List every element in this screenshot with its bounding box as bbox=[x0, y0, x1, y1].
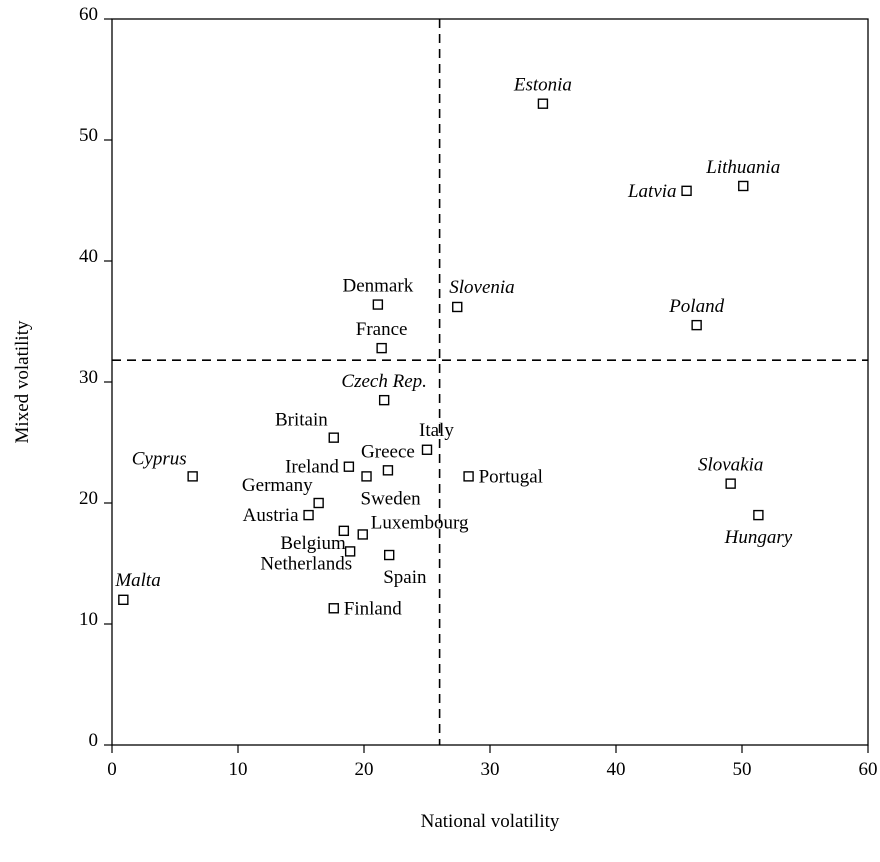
point-label-greece: Greece bbox=[361, 441, 415, 462]
y-tick-label: 40 bbox=[79, 246, 98, 267]
x-tick-label: 60 bbox=[859, 759, 878, 780]
point-label-lithuania: Lithuania bbox=[705, 157, 780, 178]
x-tick-label: 0 bbox=[107, 759, 117, 780]
point-ireland bbox=[343, 461, 355, 472]
point-label-slovakia: Slovakia bbox=[698, 455, 763, 476]
point-cyprus bbox=[187, 471, 198, 482]
point-label-italy: Italy bbox=[419, 420, 454, 441]
point-label-france: France bbox=[356, 319, 408, 340]
point-germany bbox=[313, 497, 324, 509]
point-slovenia bbox=[452, 301, 463, 313]
point-luxembourg bbox=[357, 529, 368, 540]
y-tick-label: 10 bbox=[79, 609, 98, 630]
point-label-malta: Malta bbox=[114, 570, 160, 591]
point-label-slovenia: Slovenia bbox=[449, 277, 514, 298]
y-tick-label: 0 bbox=[89, 730, 99, 751]
point-malta bbox=[118, 594, 129, 605]
y-axis-label: Mixed volatility bbox=[12, 320, 33, 443]
y-tick-label: 60 bbox=[79, 4, 98, 25]
y-tick-label: 30 bbox=[79, 367, 98, 388]
point-label-estonia: Estonia bbox=[513, 75, 572, 96]
point-label-belgium: Belgium bbox=[280, 533, 346, 554]
point-netherlands bbox=[344, 546, 356, 557]
point-label-germany: Germany bbox=[242, 475, 313, 496]
point-label-netherlands: Netherlands bbox=[260, 553, 352, 574]
point-spain bbox=[384, 549, 395, 561]
x-tick-label: 20 bbox=[355, 759, 374, 780]
point-czech-rep bbox=[378, 394, 390, 406]
point-label-ireland: Ireland bbox=[285, 457, 339, 478]
point-label-hungary: Hungary bbox=[724, 527, 793, 548]
point-britain bbox=[328, 432, 339, 443]
plot-area: 0 10 20 30 40 50 60 0 10 20 30 40 50 60 Estonia Latvia L… bbox=[79, 4, 878, 780]
point-label-britain: Britain bbox=[275, 410, 328, 431]
point-label-cyprus: Cyprus bbox=[132, 448, 187, 469]
plot-frame bbox=[111, 18, 869, 746]
point-austria bbox=[303, 509, 314, 521]
point-portugal bbox=[463, 471, 474, 482]
point-label-portugal: Portugal bbox=[479, 466, 543, 487]
point-label-czech-rep: Czech Rep. bbox=[341, 371, 426, 392]
x-tick-label: 30 bbox=[481, 759, 500, 780]
point-belgium bbox=[338, 525, 350, 537]
x-tick-label: 40 bbox=[607, 759, 626, 780]
point-finland bbox=[328, 603, 339, 614]
point-greece bbox=[382, 465, 394, 476]
x-tick-label: 10 bbox=[229, 759, 248, 780]
point-france bbox=[376, 342, 387, 354]
y-tick-label: 20 bbox=[79, 488, 98, 509]
y-tick-label: 50 bbox=[79, 125, 98, 146]
point-italy bbox=[421, 444, 433, 455]
point-denmark bbox=[372, 299, 384, 310]
point-label-denmark: Denmark bbox=[343, 276, 414, 297]
point-lithuania bbox=[738, 180, 749, 192]
point-label-finland: Finland bbox=[344, 598, 403, 619]
point-label-poland: Poland bbox=[668, 296, 724, 317]
point-poland bbox=[691, 319, 702, 331]
point-estonia bbox=[537, 98, 549, 109]
point-label-spain: Spain bbox=[383, 567, 427, 588]
point-sweden bbox=[361, 471, 372, 482]
point-label-latvia: Latvia bbox=[627, 181, 677, 202]
point-label-austria: Austria bbox=[243, 505, 300, 526]
point-label-sweden: Sweden bbox=[361, 488, 422, 509]
point-label-luxembourg: Luxembourg bbox=[371, 512, 469, 533]
point-latvia bbox=[681, 185, 692, 197]
x-tick-label: 50 bbox=[733, 759, 752, 780]
point-slovakia bbox=[725, 478, 736, 489]
x-axis-label: National volatility bbox=[421, 811, 560, 832]
point-hungary bbox=[753, 509, 764, 521]
